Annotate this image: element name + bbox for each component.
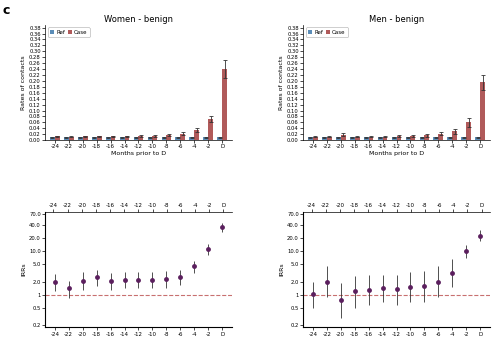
- X-axis label: Months prior to D: Months prior to D: [369, 151, 424, 156]
- Bar: [194, 130, 199, 140]
- Bar: [452, 131, 457, 140]
- Bar: [368, 137, 374, 140]
- Bar: [222, 69, 227, 140]
- Bar: [50, 137, 55, 140]
- Bar: [438, 134, 444, 140]
- Bar: [480, 82, 485, 140]
- Bar: [152, 136, 158, 140]
- Bar: [340, 135, 345, 140]
- Bar: [326, 137, 332, 140]
- Bar: [78, 137, 82, 140]
- Bar: [410, 136, 416, 140]
- Bar: [476, 137, 480, 140]
- Bar: [420, 137, 424, 140]
- Bar: [424, 136, 430, 140]
- Bar: [218, 137, 222, 140]
- Bar: [110, 136, 116, 140]
- Bar: [92, 137, 96, 140]
- Bar: [364, 137, 368, 140]
- Bar: [204, 137, 208, 140]
- Legend: Ref, Case: Ref, Case: [306, 27, 348, 37]
- Bar: [166, 135, 172, 140]
- Bar: [82, 136, 87, 140]
- Bar: [190, 137, 194, 140]
- Bar: [176, 137, 180, 140]
- Bar: [124, 136, 130, 140]
- Y-axis label: Rates of contacts: Rates of contacts: [22, 55, 26, 110]
- X-axis label: Months prior to D: Months prior to D: [111, 151, 166, 156]
- Bar: [466, 122, 471, 140]
- Y-axis label: IRRs: IRRs: [280, 263, 284, 276]
- Bar: [462, 137, 466, 140]
- Bar: [378, 137, 382, 140]
- Bar: [308, 137, 313, 140]
- Title: Men - benign: Men - benign: [369, 15, 424, 24]
- Bar: [148, 137, 152, 140]
- Bar: [322, 137, 326, 140]
- Bar: [396, 136, 402, 140]
- Bar: [55, 136, 60, 140]
- Bar: [68, 137, 73, 140]
- Text: c: c: [2, 4, 10, 17]
- Bar: [406, 137, 410, 140]
- Bar: [64, 137, 68, 140]
- Bar: [392, 137, 396, 140]
- Bar: [180, 134, 185, 140]
- Y-axis label: Rates of contacts: Rates of contacts: [280, 55, 284, 110]
- Bar: [138, 136, 143, 140]
- Y-axis label: IRRs: IRRs: [22, 263, 26, 276]
- Legend: Ref, Case: Ref, Case: [48, 27, 90, 37]
- Bar: [106, 137, 110, 140]
- Bar: [434, 137, 438, 140]
- Bar: [120, 137, 124, 140]
- Bar: [162, 137, 166, 140]
- Bar: [208, 119, 213, 140]
- Title: Women - benign: Women - benign: [104, 15, 173, 24]
- Bar: [382, 137, 388, 140]
- Bar: [354, 137, 360, 140]
- Bar: [448, 137, 452, 140]
- Bar: [313, 137, 318, 140]
- Bar: [134, 137, 138, 140]
- Bar: [350, 137, 354, 140]
- Bar: [336, 137, 340, 140]
- Bar: [96, 136, 102, 140]
